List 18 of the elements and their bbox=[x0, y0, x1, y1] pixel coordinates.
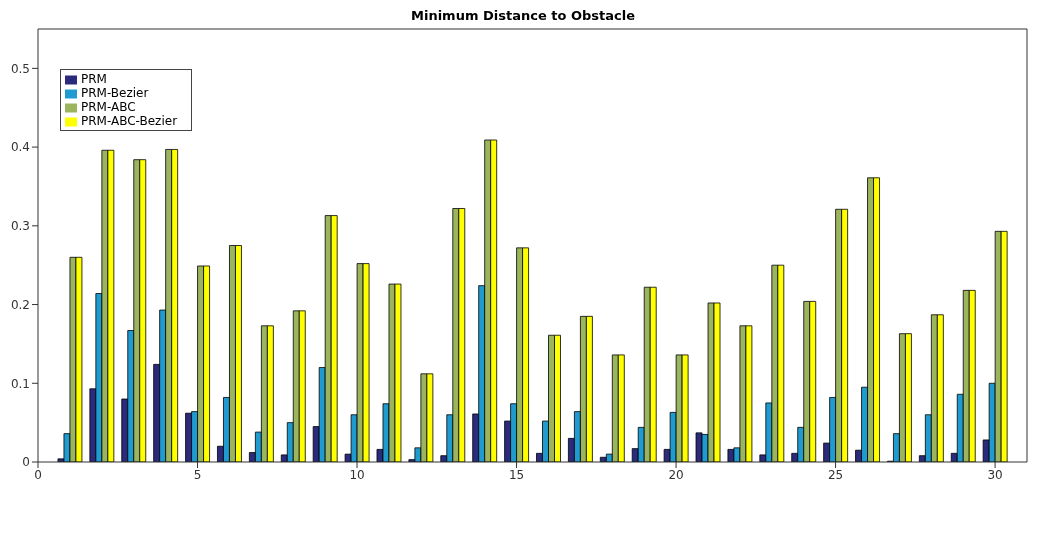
y-tick-label: 0.5 bbox=[10, 61, 30, 76]
x-tick-label: 25 bbox=[827, 467, 844, 482]
y-tick-label: 0.3 bbox=[10, 219, 30, 234]
y-tick-label: 0.2 bbox=[10, 297, 30, 312]
x-tick-label: 20 bbox=[668, 467, 684, 482]
y-tick-label: 0 bbox=[22, 455, 30, 470]
legend-label: PRM bbox=[81, 72, 107, 86]
x-tick-label: 5 bbox=[193, 467, 202, 482]
x-tick-label: 10 bbox=[349, 467, 365, 482]
x-tick-label: 30 bbox=[987, 467, 1003, 482]
x-tick-label: 15 bbox=[508, 467, 525, 482]
y-tick-label: 0.4 bbox=[10, 140, 30, 155]
legend-label: PRM-ABC bbox=[81, 100, 136, 114]
y-tick-label: 0.1 bbox=[10, 376, 30, 391]
legend-label: PRM-Bezier bbox=[81, 86, 149, 100]
legend-label: PRM-ABC-Bezier bbox=[81, 114, 178, 128]
chart-title: Minimum Distance to Obstacle bbox=[410, 8, 636, 24]
x-tick-label: 0 bbox=[34, 467, 42, 482]
